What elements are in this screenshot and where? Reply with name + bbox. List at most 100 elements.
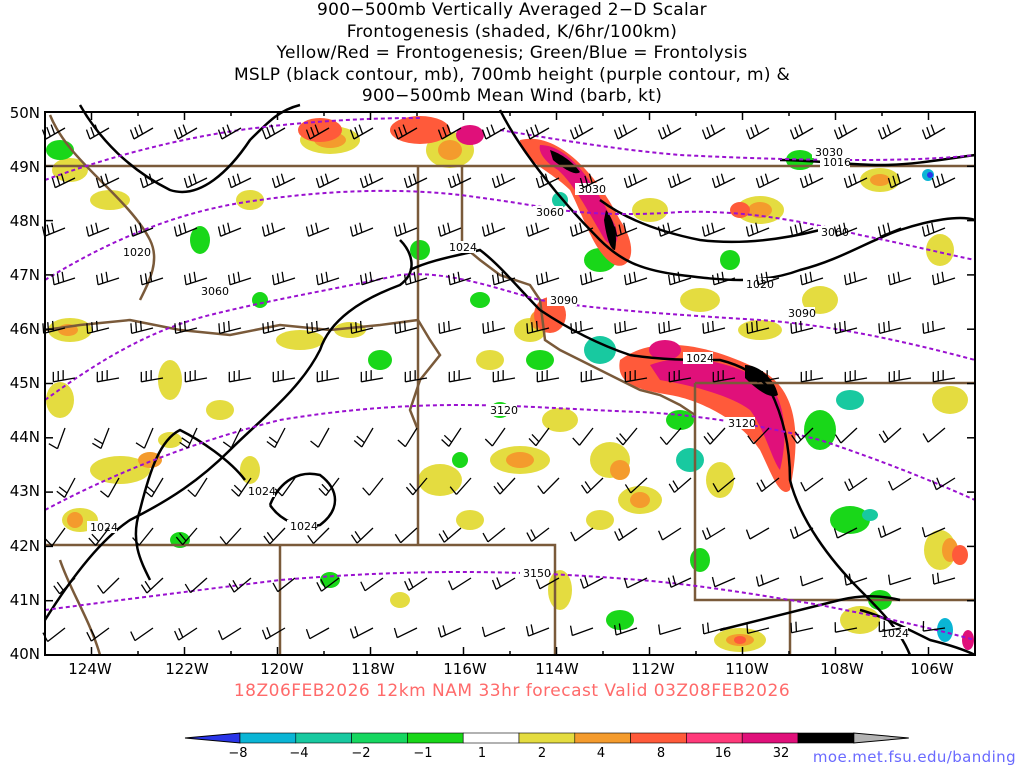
lat-label: 49N	[9, 158, 40, 176]
wind-barb	[438, 320, 462, 334]
mslp-label: 1016	[820, 156, 851, 169]
colorbar-segment	[574, 732, 631, 744]
colorbar-label: 4	[596, 746, 606, 761]
height-label: 3150	[520, 567, 551, 580]
wind-barb	[833, 124, 858, 140]
wind-barb	[307, 527, 330, 545]
wind-barb	[888, 271, 912, 286]
wind-barb	[56, 477, 76, 498]
puget-sound	[48, 114, 156, 301]
wind-barb	[231, 477, 252, 497]
lon-label: 106W	[910, 660, 954, 678]
height-label: 3090	[547, 294, 578, 307]
wind-barb	[48, 427, 66, 450]
wind-barb	[42, 320, 66, 334]
wind-barb	[799, 575, 824, 587]
lat-label: 40N	[9, 645, 40, 663]
colorbar-arrow-right	[853, 732, 909, 744]
wind-barb	[53, 577, 76, 595]
wind-barb	[129, 124, 154, 140]
wind-barb	[316, 370, 340, 383]
wind-barb	[397, 427, 418, 448]
wind-barb	[579, 173, 604, 189]
colorbar-segment	[630, 732, 687, 744]
wind-barb	[624, 271, 648, 286]
wind-barb	[789, 124, 814, 140]
wind-barb	[394, 320, 418, 334]
wind-barb	[135, 427, 154, 449]
wind-barb	[481, 626, 506, 638]
wind-barb	[272, 370, 296, 383]
wind-barb	[623, 173, 648, 189]
wind-barb	[536, 370, 560, 383]
wind-barb	[921, 527, 946, 538]
wind-barb	[310, 427, 330, 448]
wind-barb	[668, 271, 692, 286]
wind-barb	[261, 627, 286, 640]
wind-barb	[877, 222, 902, 237]
colorbar-label: 2	[537, 746, 547, 761]
wind-barb	[614, 527, 638, 541]
lat-label: 41N	[9, 591, 40, 609]
wind-barb	[844, 271, 868, 286]
wind-barb	[745, 124, 770, 140]
wind-barb	[404, 370, 428, 383]
colorbar-arrow-left	[184, 732, 241, 744]
wind-barb	[271, 173, 296, 189]
wind-barb	[217, 627, 242, 641]
wind-barb	[800, 477, 824, 492]
wind-barb	[437, 625, 462, 638]
wind-barb	[790, 320, 814, 334]
title-line-2: Frontogenesis (shaded, K/6hr/100km)	[346, 21, 678, 42]
colorbar	[184, 732, 909, 744]
mslp-label-text: 1016	[823, 156, 851, 169]
wind-barb	[184, 370, 208, 383]
wind-barb	[580, 370, 604, 383]
wind-barb	[701, 222, 726, 237]
wind-barb	[570, 527, 594, 542]
wind-barb	[580, 271, 604, 286]
wind-barb	[100, 477, 120, 498]
mslp-label: 1024	[446, 241, 477, 254]
wind-barb	[482, 527, 506, 543]
wind-barb	[140, 577, 164, 594]
wind-barb	[878, 427, 902, 444]
wind-barb	[263, 527, 286, 545]
wind-barb	[535, 577, 560, 590]
wind-barb	[52, 370, 76, 383]
title-line-5: 900−500mb Mean Wind (barb, kt)	[361, 86, 663, 107]
lat-label: 46N	[9, 320, 40, 338]
wind-barb	[702, 320, 726, 334]
wind-barb	[405, 477, 428, 496]
wind-barb	[95, 173, 120, 189]
nevada-utah-border	[45, 543, 557, 655]
wind-barb	[658, 624, 682, 636]
wind-barb	[888, 370, 912, 383]
idaho-montana-border	[460, 166, 696, 417]
colorbar-segment	[686, 732, 743, 744]
wind-barb	[217, 124, 242, 140]
oregon-washington-border	[44, 318, 442, 431]
wind-barb	[219, 527, 242, 545]
wind-barb	[441, 427, 462, 447]
wind-barb	[92, 427, 110, 450]
wind-barb	[360, 271, 384, 286]
wind-barb	[834, 622, 858, 633]
wind-barb	[448, 370, 472, 383]
wind-barb	[438, 527, 462, 543]
wind-barb	[701, 124, 726, 140]
lat-label: 42N	[9, 537, 40, 555]
credit-link[interactable]: moe.met.fsu.edu/banding	[812, 748, 1016, 766]
wind-barb	[791, 427, 814, 444]
height-label-text: 3060	[536, 206, 564, 219]
wind-barb	[711, 576, 736, 588]
wind-barb	[492, 271, 516, 286]
wind-barb	[42, 627, 66, 643]
wind-barb	[187, 477, 208, 498]
wind-barb	[569, 124, 594, 140]
wind-barb	[569, 222, 594, 237]
wind-barb	[659, 427, 682, 446]
wind-barb	[668, 477, 692, 493]
wind-barb	[615, 427, 638, 446]
wind-barb	[623, 577, 648, 589]
